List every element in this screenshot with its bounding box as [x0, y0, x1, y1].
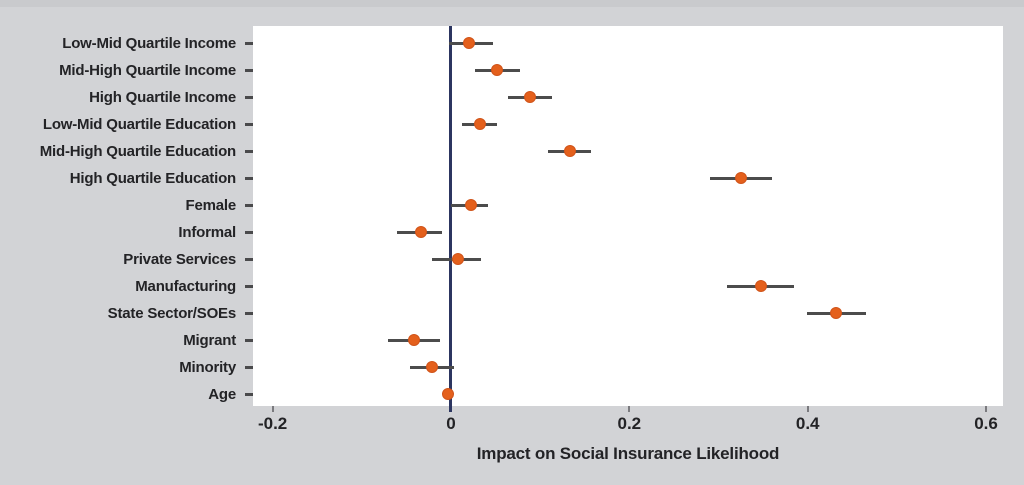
y-axis-label: Mid-High Quartile Income: [59, 61, 236, 79]
data-point-dot: [464, 199, 477, 211]
y-axis-tick: [245, 41, 253, 45]
y-axis-tick: [245, 338, 253, 342]
y-axis-label: High Quartile Education: [69, 169, 236, 187]
y-axis-label: Low-Mid Quartile Education: [42, 115, 236, 133]
data-point-dot: [452, 253, 465, 265]
y-axis-label: Minority: [179, 358, 236, 376]
y-axis-tick: [245, 203, 253, 207]
data-point-dot: [524, 91, 537, 103]
data-point-dot: [462, 37, 475, 49]
x-axis-tick: [985, 406, 988, 412]
x-axis-tick-label: 0.2: [617, 414, 642, 433]
data-point-dot: [473, 118, 486, 130]
y-axis-label: Private Services: [123, 250, 236, 268]
y-axis-tick: [245, 176, 253, 180]
x-axis-tick: [271, 406, 274, 412]
y-axis-tick: [245, 230, 253, 234]
y-axis-label: Age: [208, 385, 236, 403]
data-point-dot: [426, 361, 439, 373]
y-axis-tick: [245, 311, 253, 315]
data-point-dot: [734, 172, 747, 184]
y-axis-tick: [245, 95, 253, 99]
data-point-dot: [491, 64, 504, 76]
x-axis-tick-label: 0.6: [974, 414, 998, 433]
y-axis-tick: [245, 284, 253, 288]
y-axis-label: Migrant: [183, 331, 236, 349]
x-axis-tick-label: 0.4: [795, 414, 820, 433]
plot-area: [253, 26, 1003, 412]
x-axis-tick-label: 0: [446, 414, 456, 433]
zero-reference-line: [449, 26, 453, 412]
top-border-strip: [0, 0, 1024, 7]
y-axis-tick: [245, 68, 253, 72]
data-point-dot: [755, 280, 768, 292]
x-axis-tick: [806, 406, 809, 412]
x-axis-tick: [628, 406, 631, 412]
x-axis-title: Impact on Social Insurance Likelihood: [476, 444, 780, 463]
y-axis-label: Informal: [178, 223, 236, 241]
data-point-dot: [407, 334, 420, 346]
y-axis-tick: [245, 149, 253, 153]
x-axis-tick-label: -0.2: [257, 414, 288, 433]
y-axis-label: Mid-High Quartile Education: [39, 142, 236, 160]
data-point-dot: [564, 145, 577, 157]
y-axis-label: Female: [185, 196, 237, 214]
y-axis-label: State Sector/SOEs: [107, 304, 237, 322]
y-axis-tick: [245, 392, 253, 396]
y-axis-label: Low-Mid Quartile Income: [62, 34, 236, 52]
data-point-dot: [442, 388, 455, 400]
y-axis-tick: [245, 122, 253, 126]
data-point-dot: [414, 226, 427, 238]
y-axis-label: Manufacturing: [135, 277, 236, 295]
y-axis-tick: [245, 365, 253, 369]
y-axis-label: High Quartile Income: [89, 88, 236, 106]
y-axis-tick: [245, 257, 253, 261]
data-point-dot: [830, 307, 843, 319]
